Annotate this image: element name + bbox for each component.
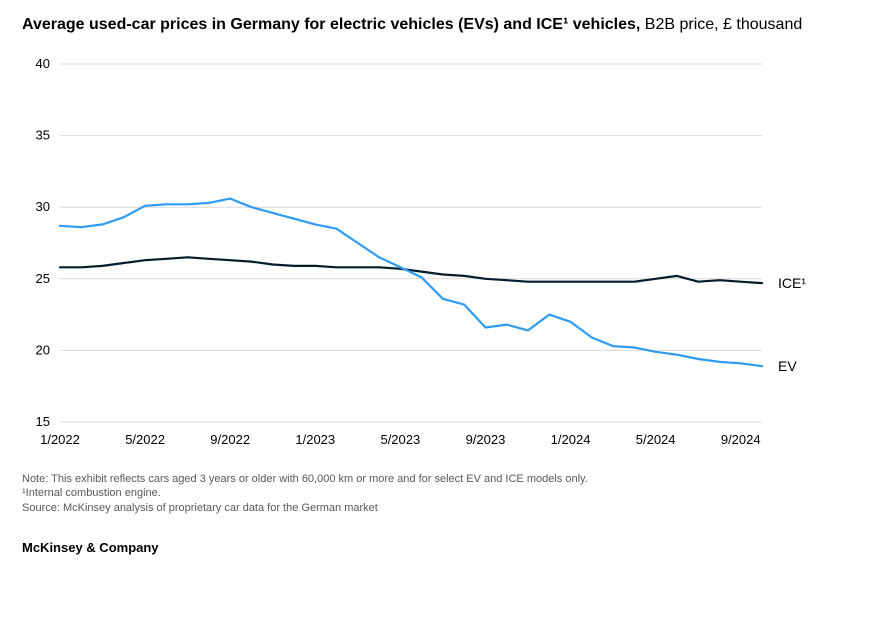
x-axis-label: 9/2024: [721, 432, 761, 447]
x-axis-label: 9/2023: [466, 432, 506, 447]
y-axis-label: 15: [36, 414, 50, 429]
chart-title-rest: B2B price, £ thousand: [645, 16, 802, 33]
x-axis-label: 1/2022: [40, 432, 80, 447]
company-attribution: McKinsey & Company: [22, 540, 868, 555]
x-axis-label: 1/2023: [295, 432, 335, 447]
y-axis-label: 30: [36, 199, 50, 214]
note-line-2: ¹Internal combustion engine.: [22, 486, 842, 501]
note-line-3: Source: McKinsey analysis of proprietary…: [22, 501, 842, 516]
y-axis-label: 40: [36, 56, 50, 71]
note-line-1: Note: This exhibit reflects cars aged 3 …: [22, 472, 842, 487]
chart-title-bold: Average used-car prices in Germany for e…: [22, 16, 640, 33]
y-axis-label: 35: [36, 127, 50, 142]
chart-notes: Note: This exhibit reflects cars aged 3 …: [22, 472, 842, 517]
x-axis-label: 5/2022: [125, 432, 165, 447]
x-axis-label: 5/2024: [636, 432, 676, 447]
y-axis-label: 20: [36, 342, 50, 357]
y-axis-label: 25: [36, 270, 50, 285]
chart-svg: 15 20 25 30 35 40 1/2022 5/2022 9/2022 1/2023 5/20…: [22, 54, 868, 464]
line-chart: 15 20 25 30 35 40 1/2022 5/2022 9/2022 1/2023 5/20…: [22, 54, 868, 464]
x-axis-label: 1/2024: [551, 432, 591, 447]
chart-title: Average used-car prices in Germany for e…: [22, 14, 842, 36]
x-axis-label: 9/2022: [210, 432, 250, 447]
series-label-EV: EV: [778, 358, 797, 374]
series-label-ICE: ICE¹: [778, 275, 806, 291]
page-root: Average used-car prices in Germany for e…: [0, 0, 890, 620]
x-axis-label: 5/2023: [380, 432, 420, 447]
series-line-EV: [60, 198, 762, 366]
